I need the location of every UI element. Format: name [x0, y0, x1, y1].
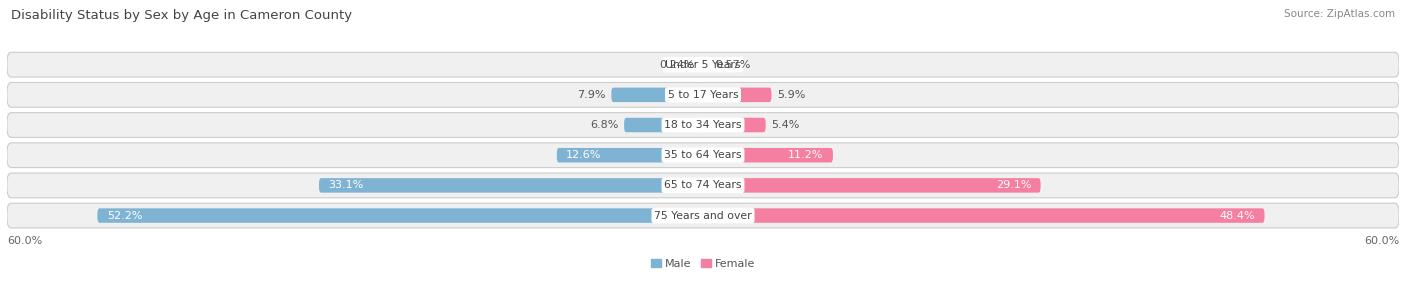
FancyBboxPatch shape — [703, 178, 1040, 193]
Text: 12.6%: 12.6% — [567, 150, 602, 160]
FancyBboxPatch shape — [557, 148, 703, 163]
Legend: Male, Female: Male, Female — [647, 255, 759, 274]
Text: Under 5 Years: Under 5 Years — [665, 60, 741, 70]
Text: 5 to 17 Years: 5 to 17 Years — [668, 90, 738, 100]
Text: 48.4%: 48.4% — [1219, 210, 1256, 221]
Text: 7.9%: 7.9% — [576, 90, 606, 100]
Text: Source: ZipAtlas.com: Source: ZipAtlas.com — [1284, 9, 1395, 19]
Text: 0.24%: 0.24% — [659, 60, 695, 70]
Text: 65 to 74 Years: 65 to 74 Years — [664, 180, 742, 190]
FancyBboxPatch shape — [700, 57, 703, 72]
FancyBboxPatch shape — [7, 203, 1399, 228]
Text: 60.0%: 60.0% — [1364, 236, 1399, 246]
Text: 5.4%: 5.4% — [772, 120, 800, 130]
Text: 33.1%: 33.1% — [328, 180, 364, 190]
FancyBboxPatch shape — [703, 88, 772, 102]
FancyBboxPatch shape — [7, 82, 1399, 107]
FancyBboxPatch shape — [703, 57, 710, 72]
Text: 18 to 34 Years: 18 to 34 Years — [664, 120, 742, 130]
FancyBboxPatch shape — [703, 118, 766, 132]
FancyBboxPatch shape — [612, 88, 703, 102]
Text: 6.8%: 6.8% — [591, 120, 619, 130]
Text: 60.0%: 60.0% — [7, 236, 42, 246]
Text: 11.2%: 11.2% — [789, 150, 824, 160]
FancyBboxPatch shape — [7, 143, 1399, 167]
Text: 0.57%: 0.57% — [716, 60, 751, 70]
Text: Disability Status by Sex by Age in Cameron County: Disability Status by Sex by Age in Camer… — [11, 9, 353, 22]
FancyBboxPatch shape — [319, 178, 703, 193]
FancyBboxPatch shape — [7, 173, 1399, 198]
FancyBboxPatch shape — [97, 208, 703, 223]
FancyBboxPatch shape — [703, 148, 832, 163]
FancyBboxPatch shape — [624, 118, 703, 132]
FancyBboxPatch shape — [7, 113, 1399, 138]
Text: 52.2%: 52.2% — [107, 210, 142, 221]
Text: 35 to 64 Years: 35 to 64 Years — [664, 150, 742, 160]
FancyBboxPatch shape — [703, 208, 1264, 223]
Text: 29.1%: 29.1% — [995, 180, 1032, 190]
Text: 5.9%: 5.9% — [778, 90, 806, 100]
Text: 75 Years and over: 75 Years and over — [654, 210, 752, 221]
FancyBboxPatch shape — [7, 52, 1399, 77]
